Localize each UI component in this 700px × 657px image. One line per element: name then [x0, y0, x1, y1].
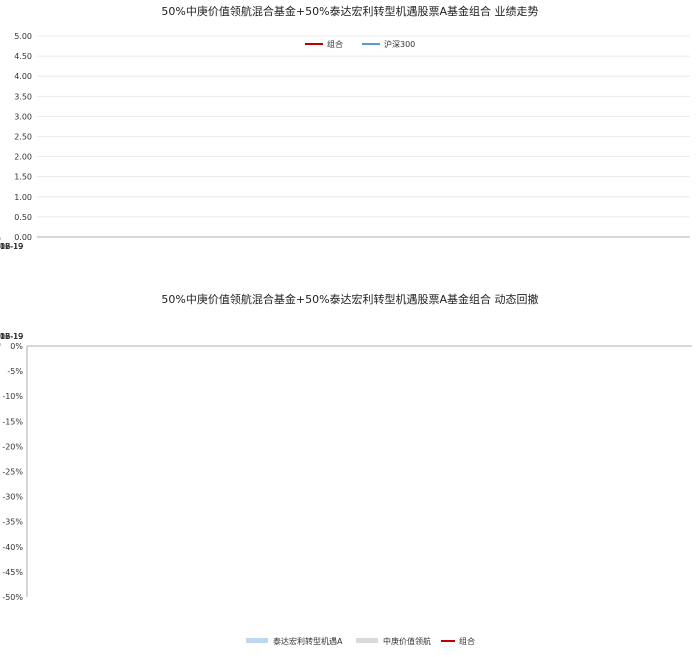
- performance-x-tick-label: 2021-06-19: [0, 242, 23, 251]
- drawdown-y-tick-label: -20%: [2, 442, 23, 451]
- drawdown-y-tick-label: -40%: [2, 543, 23, 552]
- legend-label: 沪深300: [384, 39, 415, 49]
- drawdown-x-tick-label: 2019-06-19: [0, 332, 23, 341]
- drawdown-chart-x-axis: 2018-12-192019-06-192019-12-192020-06-19…: [0, 332, 692, 347]
- performance-y-tick-label: 3.00: [14, 112, 32, 121]
- legend-swatch: [246, 638, 268, 643]
- performance-chart-y-axis: 0.00 0.50 1.00 1.50 2.00 2.50 3.00 3.50 4.00 4.50…: [14, 32, 32, 242]
- drawdown-x-tick-label: 2021-12-19: [0, 332, 23, 341]
- performance-y-tick-label: 0.00: [14, 233, 32, 242]
- drawdown-x-tick-label: 2020-06-19: [0, 332, 23, 341]
- performance-x-tick-label: 2022-12-19: [0, 242, 23, 251]
- drawdown-chart-y-axis: 0% -5% -10% -15% -20% -25% -30% -35% -40% -45% -50…: [2, 342, 28, 602]
- drawdown-x-tick-label: 2018-12-19: [0, 332, 23, 341]
- drawdown-y-tick-label: 0%: [10, 342, 23, 351]
- drawdown-chart-title: 50%中庚价值领航混合基金+50%泰达宏利转型机遇股票A基金组合 动态回撤: [161, 292, 538, 306]
- performance-chart-title: 50%中庚价值领航混合基金+50%泰达宏利转型机遇股票A基金组合 业绩走势: [161, 4, 538, 18]
- performance-x-tick-label: 2020-06-19: [0, 242, 23, 251]
- performance-chart: 50%中庚价值领航混合基金+50%泰达宏利转型机遇股票A基金组合 业绩走势 0.…: [0, 4, 690, 251]
- performance-y-tick-label: 5.00: [14, 32, 32, 41]
- drawdown-x-tick-label: 2020-12-19: [0, 332, 23, 341]
- performance-x-tick-label: 2019-06-19: [0, 242, 23, 251]
- performance-x-tick-label: 2021-12-19: [0, 242, 23, 251]
- drawdown-y-tick-label: -25%: [2, 468, 23, 477]
- performance-y-tick-label: 1.00: [14, 193, 32, 202]
- performance-x-tick-label: 2018-12-19: [0, 242, 23, 251]
- drawdown-y-tick-label: -45%: [2, 568, 23, 577]
- drawdown-x-tick-label: 2019-12-19: [0, 332, 23, 341]
- drawdown-y-tick-label: -15%: [2, 417, 23, 426]
- drawdown-y-tick-label: -30%: [2, 493, 23, 502]
- performance-y-tick-label: 4.50: [14, 52, 32, 61]
- drawdown-x-tick-label: 2021-06-19: [0, 332, 23, 341]
- performance-y-tick-label: 2.50: [14, 133, 32, 142]
- performance-y-tick-label: 1.50: [14, 173, 32, 182]
- drawdown-y-tick-label: -35%: [2, 518, 23, 527]
- performance-x-tick-label: 2019-12-19: [0, 242, 23, 251]
- drawdown-x-tick-label: 2022-12-19: [0, 332, 23, 341]
- legend-swatch: [356, 638, 378, 643]
- performance-chart-x-axis: 2018-12-192019-06-192019-12-192020-06-19…: [0, 237, 23, 251]
- drawdown-y-tick-label: -10%: [2, 392, 23, 401]
- performance-y-tick-label: 3.50: [14, 92, 32, 101]
- performance-chart-legend: 组合 沪深300: [305, 39, 415, 49]
- performance-y-tick-label: 2.00: [14, 153, 32, 162]
- drawdown-y-tick-label: -5%: [7, 367, 23, 376]
- performance-y-tick-label: 0.50: [14, 213, 32, 222]
- performance-x-tick-label: 2020-12-19: [0, 242, 23, 251]
- performance-chart-gridlines: [37, 35, 690, 238]
- drawdown-x-tick-label: 2022-06-19: [0, 332, 23, 341]
- performance-y-tick-label: 4.00: [14, 72, 32, 81]
- performance-x-tick-label: 2022-06-19: [0, 242, 23, 251]
- drawdown-chart-legend: 泰达宏利转型机遇A 中庚价值领航 组合: [246, 636, 475, 646]
- legend-label: 泰达宏利转型机遇A: [273, 636, 343, 646]
- drawdown-chart: 50%中庚价值领航混合基金+50%泰达宏利转型机遇股票A基金组合 动态回撤 0%…: [0, 292, 692, 646]
- legend-label: 组合: [327, 39, 343, 49]
- legend-label: 中庚价值领航: [383, 636, 431, 646]
- drawdown-y-tick-label: -50%: [2, 593, 23, 602]
- legend-label: 组合: [459, 636, 475, 646]
